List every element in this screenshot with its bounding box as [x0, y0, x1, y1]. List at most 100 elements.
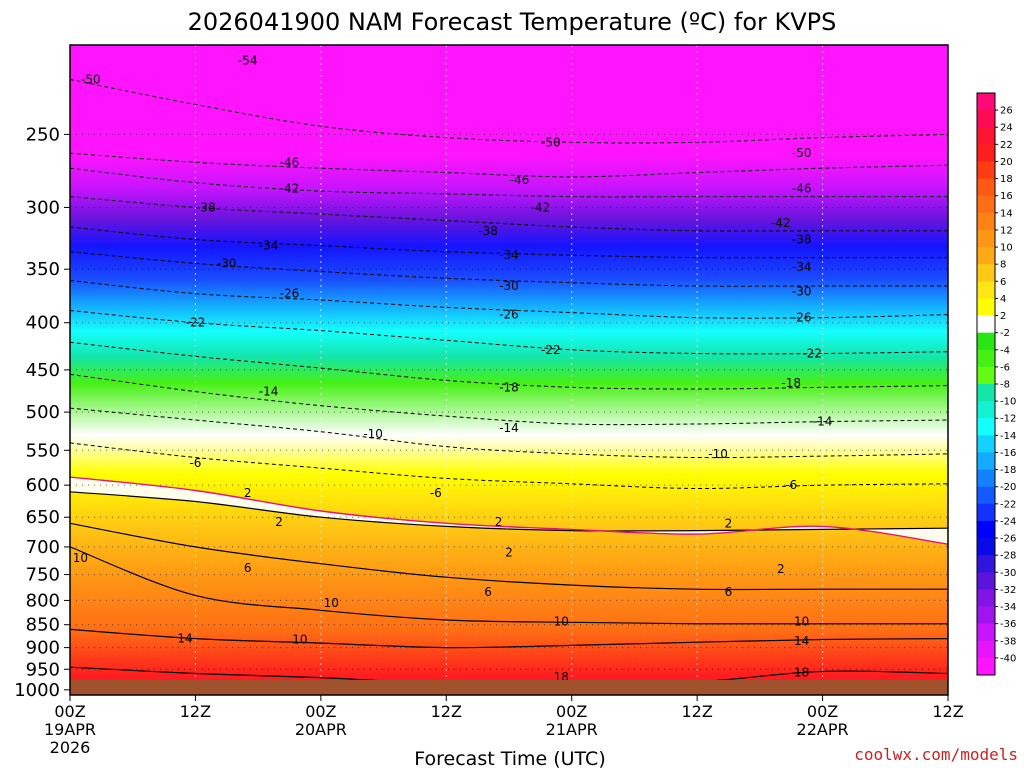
isotherm-label: 2 [244, 486, 252, 500]
colorbar-swatch [977, 93, 995, 111]
colorbar-label: -32 [1000, 585, 1016, 596]
y-axis: 2503003504004505005506006507007508008509… [14, 124, 70, 701]
colorbar-swatch [977, 486, 995, 505]
colorbar-label: -26 [1000, 534, 1016, 545]
colorbar-swatch [977, 281, 995, 299]
isotherm-label: -50 [792, 146, 812, 160]
isotherm-label-text: -22 [802, 347, 822, 361]
colorbar-swatch [977, 127, 995, 145]
credit-text: coolwx.com/models [854, 745, 1018, 764]
isotherm-label: 6 [484, 585, 492, 599]
colorbar-label: -6 [1000, 362, 1010, 373]
isotherm-label: -30 [217, 256, 237, 270]
colorbar-swatch [977, 657, 995, 676]
plot-area: -54-50-50-50-46-46-46-42-42-42-38-38-38-… [70, 45, 948, 695]
colorbar-legend: 26 24 22 20 18 16 14 12 10 8 6 4 2 -2 -4 -6 -8 -10 -12 -14 -… [976, 92, 1016, 676]
colorbar-label: 18 [1000, 174, 1013, 185]
isotherm-label-text: 18 [794, 666, 809, 680]
isotherm-label-text: -14 [259, 385, 279, 399]
colorbar-swatch [977, 161, 995, 180]
colorbar-label: 6 [1000, 277, 1006, 288]
isotherm-label: 2 [505, 546, 513, 560]
isotherm-label-text: 10 [324, 596, 339, 610]
x-tick-year: 2026 [50, 738, 91, 757]
isotherm-label-text: -34 [259, 239, 279, 253]
isotherm-label-text: -6 [189, 456, 201, 470]
isotherm-label-text: -26 [499, 308, 519, 322]
y-tick-label: 500 [26, 402, 60, 423]
colorbar-swatch [977, 503, 995, 522]
y-tick-label: 750 [26, 565, 60, 586]
isotherm-label-text: 6 [725, 585, 733, 599]
colorbar-swatch [977, 623, 995, 642]
isotherm-label-text: -6 [430, 486, 442, 500]
isotherm-label: 2 [777, 562, 785, 576]
isotherm-label: 6 [725, 585, 733, 599]
isotherm-label: -46 [792, 181, 812, 195]
colorbar-label: -4 [1000, 345, 1010, 356]
y-tick-label: 300 [26, 197, 60, 218]
isotherm-label-text: -42 [280, 181, 300, 195]
y-tick-label: 650 [26, 507, 60, 528]
isotherm-label-text: 6 [244, 561, 252, 575]
x-tick-label: 00Z [54, 702, 85, 721]
y-tick-label: 850 [26, 615, 60, 636]
isotherm-label: -6 [785, 478, 797, 492]
isotherm-label: 2 [725, 516, 733, 530]
isotherm-label: -38 [478, 224, 498, 238]
isotherm-label-text: -38 [478, 224, 498, 238]
isotherm-label-text: -10 [363, 427, 383, 441]
isotherm-label: 10 [73, 551, 88, 565]
colorbar-label: 24 [1000, 123, 1013, 134]
x-tick-date: 20APR [295, 720, 347, 739]
isotherm-label: -26 [280, 287, 300, 301]
isotherm-line [70, 491, 948, 532]
x-tick-label: 12Z [932, 702, 963, 721]
isotherm-label: -18 [499, 380, 519, 394]
isotherm-label: -18 [781, 376, 801, 390]
colorbar-label: 4 [1000, 294, 1006, 305]
isotherm-label: -30 [499, 279, 519, 293]
colorbar-swatch [977, 384, 995, 402]
isotherm-label-text: -50 [81, 73, 101, 87]
colorbar-label: -10 [1000, 397, 1016, 408]
isotherm-label: -10 [363, 427, 383, 441]
isotherm-label-text: -42 [771, 216, 791, 230]
isotherm-label: 10 [324, 596, 339, 610]
chart-title: 2026041900 NAM Forecast Temperature (ºC)… [188, 8, 837, 36]
isotherm-label-text: 2 [505, 546, 513, 560]
y-tick-label: 800 [26, 590, 60, 611]
colorbar-swatch [977, 401, 995, 419]
isotherm-label: -50 [81, 73, 101, 87]
colorbar-swatch [977, 298, 995, 317]
isotherm-label: 10 [292, 633, 307, 647]
colorbar-swatch [977, 418, 995, 436]
isotherm-label: -10 [708, 447, 728, 461]
y-tick-label: 900 [26, 638, 60, 659]
isotherm-label-text: -26 [280, 287, 300, 301]
colorbar-label: 22 [1000, 140, 1013, 151]
isotherm-label: 2 [275, 515, 283, 529]
colorbar-swatch [977, 589, 995, 608]
isotherm-label: -22 [186, 316, 206, 330]
freezing-line [70, 476, 948, 545]
colorbar-label: -24 [1000, 516, 1016, 527]
isotherm-label: -34 [499, 248, 519, 262]
isotherm-label-text: -50 [541, 135, 561, 149]
isotherm-line [70, 522, 948, 591]
x-tick-label: 00Z [556, 702, 587, 721]
isotherm-label-text: -42 [531, 200, 551, 214]
isotherm-label: 14 [177, 632, 192, 646]
isotherm-label-text: -22 [186, 316, 206, 330]
isotherm-label: -22 [541, 343, 561, 357]
x-tick-label: 12Z [431, 702, 462, 721]
colorbar-label: -18 [1000, 465, 1016, 476]
isotherm-label: -34 [792, 260, 812, 274]
colorbar-swatch [977, 110, 995, 128]
isotherm-label-text: -46 [510, 173, 530, 187]
colorbar-swatch [977, 469, 995, 488]
isotherm-label-text: -22 [541, 343, 561, 357]
isotherm-label-text: 2 [777, 562, 785, 576]
isotherm-line [70, 442, 948, 490]
